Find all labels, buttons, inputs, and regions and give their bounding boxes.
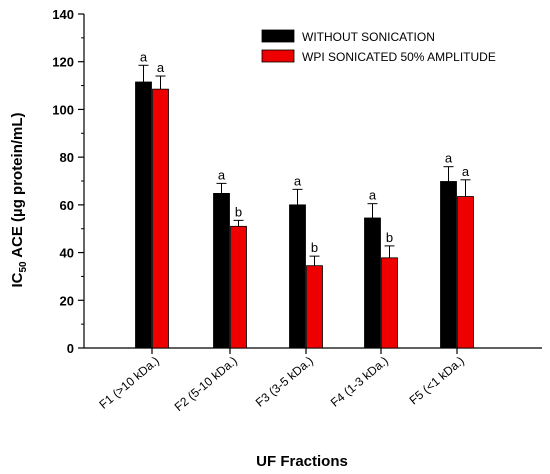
legend-label: WPI SONICATED 50% AMPLITUDE bbox=[302, 50, 496, 64]
bars bbox=[135, 81, 474, 349]
bar bbox=[457, 196, 474, 349]
y-tick-label: 120 bbox=[52, 55, 74, 70]
bar bbox=[135, 81, 152, 349]
x-tick-label: F3 (3-5 kDa.) bbox=[253, 354, 316, 410]
bar bbox=[289, 204, 306, 349]
significance-label: a bbox=[369, 188, 377, 203]
x-tick-label: F4 (1-3 kDa.) bbox=[328, 354, 391, 410]
x-tick-label: F2 (5-10 kDa.) bbox=[172, 354, 240, 414]
significance-label: b bbox=[386, 230, 393, 245]
bar bbox=[230, 225, 247, 349]
bar bbox=[364, 217, 381, 349]
bar bbox=[440, 181, 457, 349]
significance-label: a bbox=[294, 173, 302, 188]
y-axis-label-rest: ACE (µg protein/mL) bbox=[9, 112, 26, 261]
significance-label: a bbox=[157, 60, 165, 75]
y-tick-label: 80 bbox=[60, 150, 74, 165]
y-tick-label: 0 bbox=[67, 341, 74, 356]
x-axis-label: UF Fractions bbox=[256, 453, 348, 470]
significance-label: a bbox=[445, 151, 453, 166]
y-axis-label-main: IC bbox=[9, 272, 26, 287]
y-axis-label: IC50 ACE (µg protein/mL) bbox=[9, 112, 29, 287]
y-tick-label: 100 bbox=[52, 102, 74, 117]
significance-label: a bbox=[462, 164, 470, 179]
bar bbox=[381, 257, 398, 349]
y-tick-label: 20 bbox=[60, 293, 74, 308]
y-axis-label-subscript: 50 bbox=[18, 261, 29, 273]
x-tick-label: F1 (>10 kDa.) bbox=[96, 354, 161, 412]
x-tick-label: F5 (<1 kDa.) bbox=[407, 354, 467, 408]
legend-swatch bbox=[261, 29, 295, 43]
significance-label: b bbox=[235, 204, 242, 219]
y-tick-label: 40 bbox=[60, 246, 74, 261]
bar bbox=[213, 193, 230, 349]
significance-label: a bbox=[218, 167, 226, 182]
legend: WITHOUT SONICATION WPI SONICATED 50% AMPL… bbox=[261, 29, 496, 64]
y-tick-label: 140 bbox=[52, 7, 74, 22]
significance-label: a bbox=[140, 49, 148, 64]
y-tick-label: 60 bbox=[60, 198, 74, 213]
legend-label: WITHOUT SONICATION bbox=[302, 30, 435, 44]
error-bars bbox=[138, 64, 471, 266]
bar bbox=[306, 265, 323, 349]
bar bbox=[152, 88, 169, 349]
significance-label: b bbox=[311, 240, 318, 255]
legend-swatch bbox=[261, 49, 295, 63]
